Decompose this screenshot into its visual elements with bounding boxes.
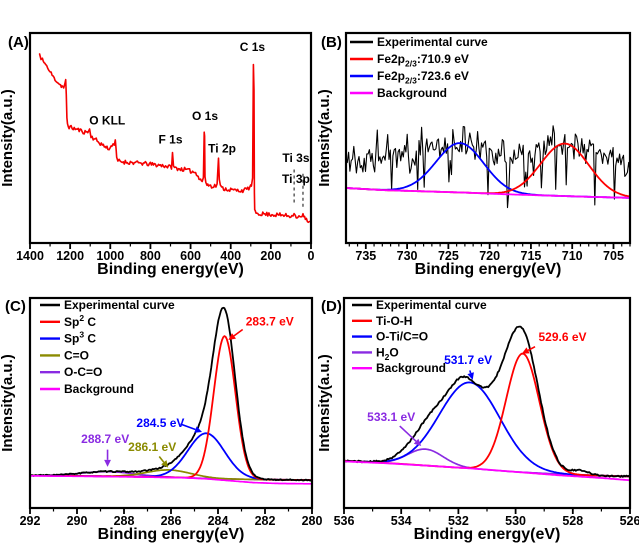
a-x-tick: 1200 [56,249,84,263]
a-y-axis-label: Intensity(a.u.) [0,89,16,187]
c-x-tick: 286 [161,514,182,528]
a-x-tick: 200 [260,249,281,263]
b-x-tick: 735 [355,249,376,263]
d-legend-label-4: Background [376,361,446,375]
panel-letter-a: (A) [8,34,29,51]
b-x-tick: 710 [562,249,583,263]
b-x-tick: 715 [521,249,542,263]
d-x-tick: 530 [505,514,526,528]
a-curve-survey [38,53,310,224]
panel-letter-b: (B) [321,34,342,51]
d-annotation-2: 533.1 eV [367,410,415,424]
a-peak-label-0: O KLL [89,113,125,127]
c-x-tick: 280 [302,514,323,528]
panel-b-chart: 735 730 725 720 715 710 705 Binding energy(eV) I… [316,31,632,278]
d-legend-label-0: Experimental curve [376,298,487,312]
a-peak-label-3: Ti 2p [208,142,236,156]
c-x-tick: 290 [67,514,88,528]
d-x-tick: 532 [448,514,469,528]
a-x-tick: 1400 [16,249,44,263]
b-x-tick: 730 [397,249,418,263]
c-annotation-1: 284.5 eV [136,416,184,430]
c-annotation-2: 286.1 eV [128,440,176,454]
panel-d-chart: 536 534 532 530 528 526 Binding energy(eV) Inte… [316,296,639,543]
b-x-tick: 705 [603,249,624,263]
a-x-tick: 1000 [96,249,124,263]
c-annotation-0: 283.7 eV [246,315,294,329]
b-legend-label-0: Experimental curve [377,35,488,49]
c-annotation-3: 288.7 eV [81,432,129,446]
d-x-tick: 534 [391,514,412,528]
d-x-tick: 526 [620,514,639,528]
a-peak-label-5: Ti 3s [282,151,309,165]
c-x-tick: 284 [208,514,229,528]
d-legend-label-3: H2O [376,345,399,362]
c-y-axis-label: Intensity(a.u.) [0,354,16,452]
b-x-tick: 725 [438,249,459,263]
a-peak-label-2: O 1s [192,109,218,123]
b-x-axis-label: Binding energy(eV) [415,261,562,278]
a-x-tick: 400 [220,249,241,263]
a-x-tick: 0 [308,249,315,263]
c-legend-label-5: Background [64,382,134,396]
b-curve-background [347,187,629,199]
b-y-axis-label: Intensity(a.u.) [316,89,333,187]
a-peak-label-1: F 1s [158,132,182,146]
d-curve-background [345,460,629,482]
a-x-tick: 600 [180,249,201,263]
b-legend-label-3: Background [377,86,447,100]
b-x-tick: 720 [479,249,500,263]
c-legend-label-1: Sp2 C [64,313,96,329]
c-legend-label-2: Sp3 C [64,330,96,346]
d-annotation-0: 529.6 eV [538,330,586,344]
d-annotation-1: 531.7 eV [444,353,492,367]
d-legend-label-1: Ti-O-H [376,314,412,328]
d-x-tick: 536 [334,514,355,528]
panel-letter-d: (D) [321,298,342,315]
b-curve-experimental [347,125,629,209]
d-legend-label-2: O-Ti/C=O [376,330,428,344]
d-x-axis-label: Binding energy(eV) [414,526,561,543]
a-x-tick: 800 [140,249,161,263]
b-legend-label-1: Fe2p2/3:710.9 eV [377,52,469,69]
d-y-axis-label: Intensity(a.u.) [316,354,333,452]
panel-a-chart: 1400 1200 1000 800 600 400 200 0 Binding energy(… [0,31,315,278]
c-x-tick: 292 [20,514,41,528]
a-x-axis-label: Binding energy(eV) [97,261,244,278]
c-curve-experimental [31,306,311,482]
panel-c-chart: 292 290 288 286 284 282 280 Binding energy(eV) I… [0,296,323,543]
b-plot-frame [344,31,632,245]
c-x-tick: 288 [114,514,135,528]
c-curve-background [31,475,311,485]
d-curve-experimental [345,325,629,478]
c-legend-label-0: Experimental curve [64,298,175,312]
a-peak-label-6: Ti 3p [282,172,310,186]
c-x-axis-label: Binding energy(eV) [98,526,245,543]
c-x-tick: 282 [255,514,276,528]
c-legend-label-3: C=O [64,348,89,362]
a-peak-label-4: C 1s [240,40,266,54]
panel-letter-c: (C) [5,298,26,315]
c-legend-label-4: O-C=O [64,365,102,379]
b-legend-label-2: Fe2p2/3:723.6 eV [377,69,469,86]
d-x-tick: 528 [562,514,583,528]
